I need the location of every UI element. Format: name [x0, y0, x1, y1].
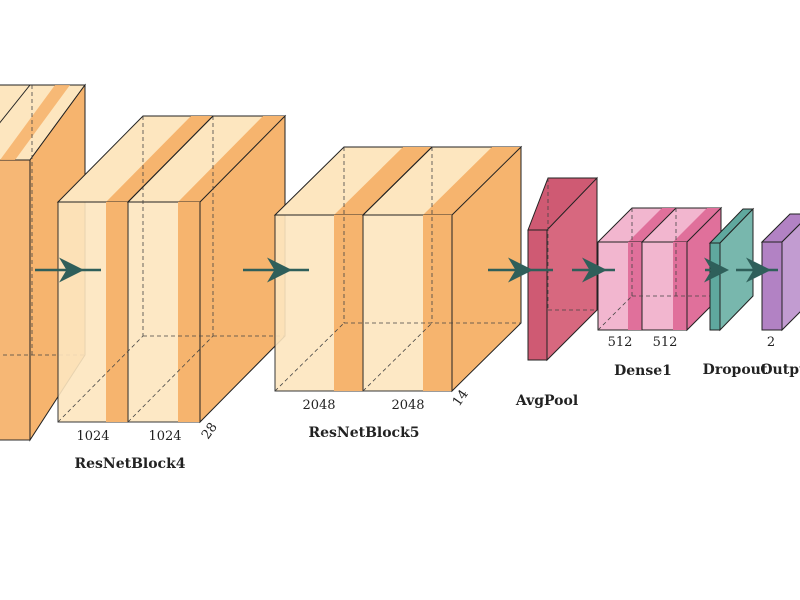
avgpool-layer: AvgPool — [515, 176, 598, 409]
block4-dim1-label: 1024 — [76, 429, 109, 444]
dropout-title: Dropout — [703, 362, 768, 378]
avgpool-title: AvgPool — [515, 393, 578, 409]
block4-dim2-label: 1024 — [148, 429, 181, 444]
block4-title: ResNetBlock4 — [74, 456, 185, 472]
dense1-dim1-label: 512 — [608, 335, 633, 350]
block5-dim1-label: 2048 — [302, 398, 335, 413]
dense1-dim2-label: 512 — [653, 335, 678, 350]
dense1-title: Dense1 — [614, 363, 672, 379]
resnet-block5: 2048 2048 14 ResNetBlock5 — [273, 145, 523, 441]
resnet-block4: 1024 1024 28 ResNetBlock4 — [56, 114, 287, 472]
output-title: Output — [760, 362, 800, 378]
dense1-layer: 512 512 Dense1 — [596, 206, 723, 379]
block5-title: ResNetBlock5 — [308, 425, 419, 441]
block4-depth-label: 28 — [199, 420, 221, 442]
block5-dim2-label: 2048 — [391, 398, 424, 413]
output-dim1-label: 2 — [767, 335, 775, 350]
output-layer: 2 Output — [760, 213, 800, 378]
